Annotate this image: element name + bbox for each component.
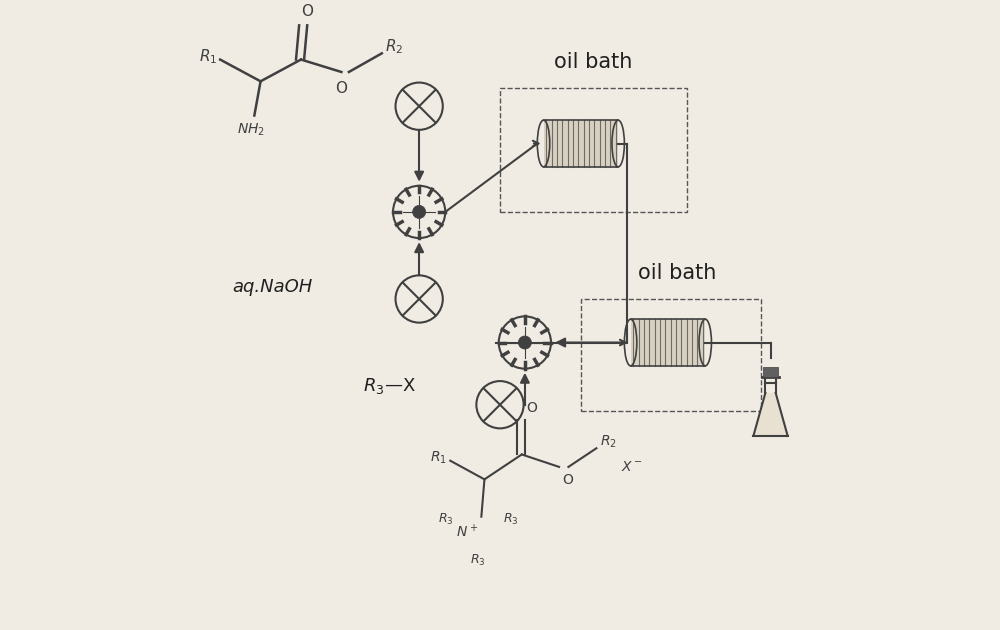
Text: O: O	[562, 473, 573, 487]
Text: oil bath: oil bath	[638, 263, 716, 284]
Bar	[631, 319, 705, 366]
Text: $NH_2$: $NH_2$	[237, 122, 265, 138]
Text: $X^-$: $X^-$	[621, 460, 643, 474]
Text: $R_1$: $R_1$	[199, 47, 217, 66]
Text: $R_3$: $R_3$	[438, 512, 453, 527]
FancyBboxPatch shape	[763, 367, 778, 377]
Text: $R_3$—X: $R_3$—X	[363, 376, 416, 396]
Text: O: O	[301, 4, 313, 19]
Text: O: O	[335, 81, 347, 96]
Text: O: O	[527, 401, 538, 415]
Bar	[544, 120, 618, 167]
Text: aq.NaOH: aq.NaOH	[233, 278, 313, 295]
Text: oil bath: oil bath	[554, 52, 632, 72]
Text: $R_1$: $R_1$	[430, 449, 447, 466]
Text: $R_3$: $R_3$	[470, 553, 486, 568]
Circle shape	[413, 205, 426, 219]
Text: $N^+$: $N^+$	[456, 523, 478, 540]
Text: $R_2$: $R_2$	[385, 38, 403, 57]
Circle shape	[518, 336, 531, 349]
Text: $R_2$: $R_2$	[600, 434, 616, 450]
Polygon shape	[753, 393, 788, 436]
Text: $R_3$: $R_3$	[503, 512, 519, 527]
